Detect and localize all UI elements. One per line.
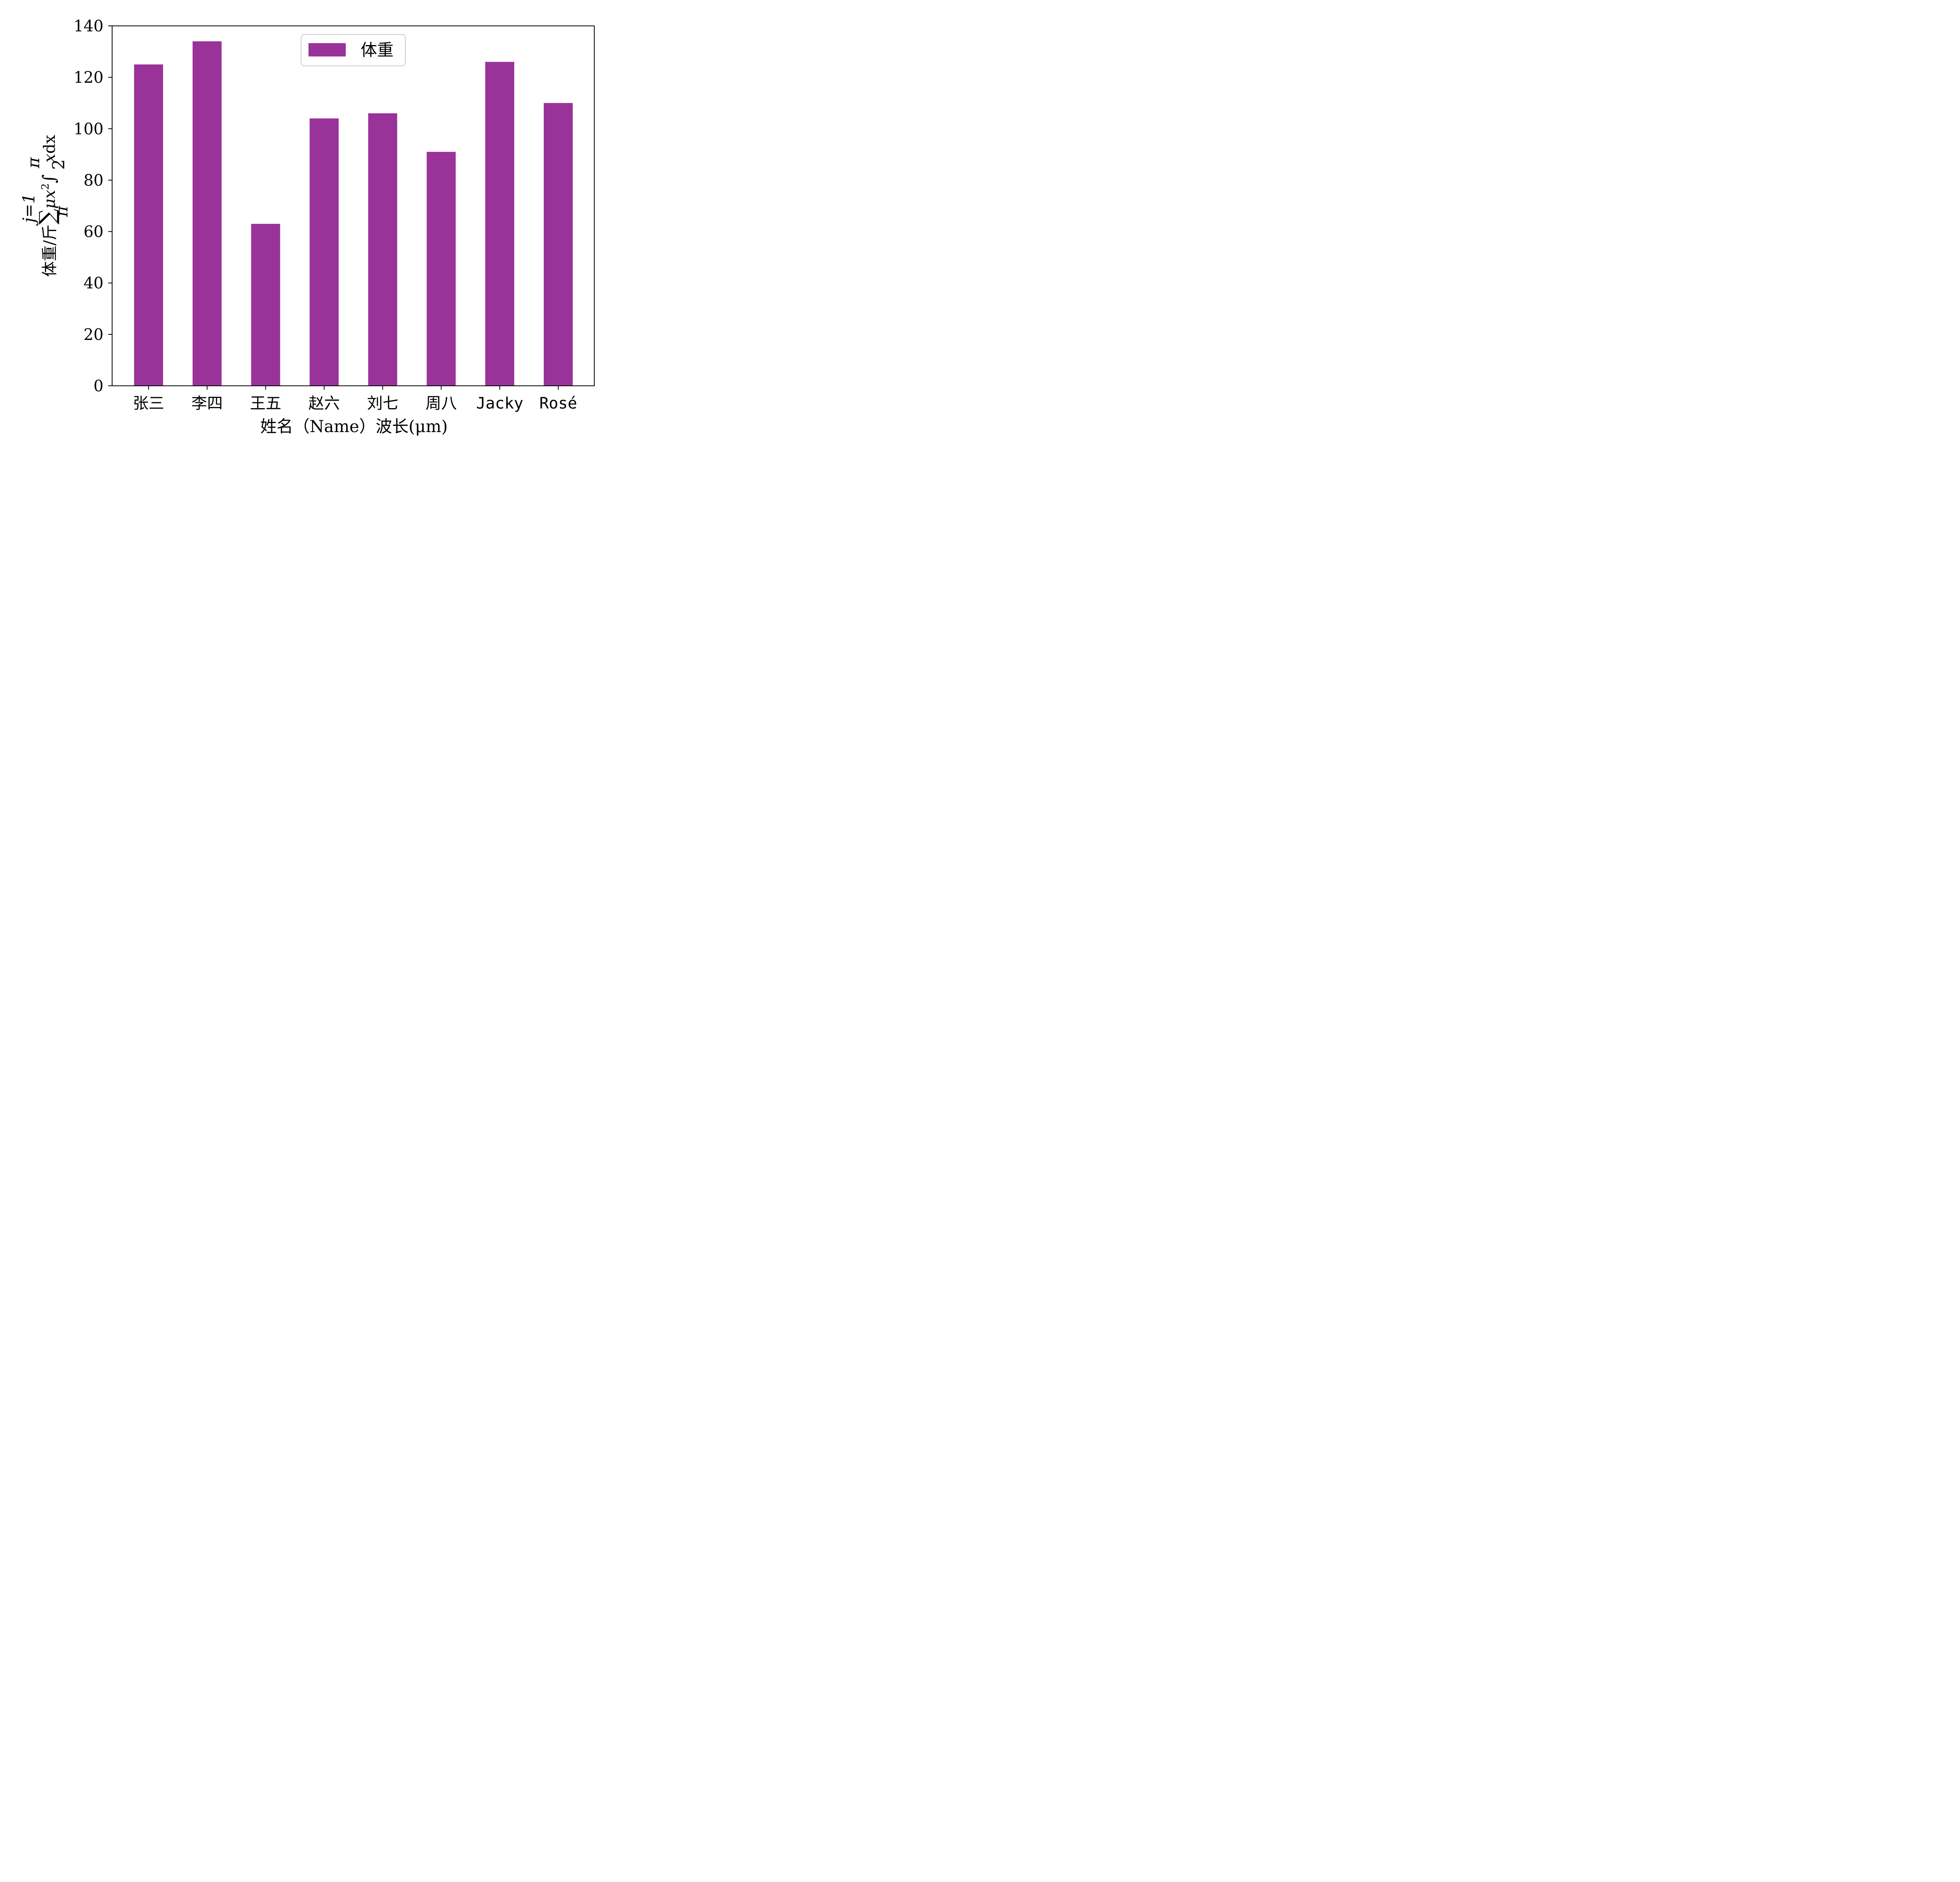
y-tick-label: 100 xyxy=(74,120,103,138)
y-axis-label-integral-symbol: ∫ xyxy=(39,174,59,183)
bar-5 xyxy=(368,113,397,386)
y-axis-label-sum-upper: j=1 xyxy=(19,193,38,226)
x-axis-ticks: 张三 李四 王五 赵六 刘七 周八 Jacky Rosé xyxy=(133,386,577,412)
y-axis-label-square: 2 xyxy=(40,183,51,190)
axes-frame xyxy=(112,25,595,386)
y-tick-label: 80 xyxy=(83,171,103,189)
legend-box xyxy=(301,34,406,66)
y-tick-label: 0 xyxy=(94,377,103,395)
bar-chart: 0 20 40 60 80 100 120 140 张三 李四 王五 赵六 刘七 周八 Jacky Rosé… xyxy=(19,17,595,436)
x-tick-label: Rosé xyxy=(539,394,577,412)
bar-1 xyxy=(134,64,163,386)
y-tick-label: 140 xyxy=(74,17,103,35)
y-axis-label-sum-symbol: ∑ xyxy=(35,209,60,225)
x-tick-label: 周八 xyxy=(426,394,457,412)
y-axis-ticks: 0 20 40 60 80 100 120 140 xyxy=(74,17,112,395)
y-axis-label-integral-upper: π xyxy=(24,157,43,169)
y-axis-label-mu-x: μx xyxy=(41,190,59,209)
x-tick-label: 王五 xyxy=(250,394,281,412)
y-axis-label-x-dx: xdx xyxy=(41,134,59,162)
svg-text:体重/斤∑μx2∫xdx: 体重/斤∑μx2∫ xdx xyxy=(35,134,60,277)
y-tick-label: 120 xyxy=(74,69,103,87)
x-tick-label: 李四 xyxy=(191,394,223,412)
y-axis-label-prefix: 体重/斤 xyxy=(41,225,59,277)
x-tick-label: 张三 xyxy=(133,394,164,412)
x-axis-label: 姓名（Name）波长(μm) xyxy=(260,417,448,436)
bar-6 xyxy=(426,152,456,386)
x-tick-label: Jacky xyxy=(476,394,523,412)
x-tick-label: 刘七 xyxy=(367,394,398,412)
y-axis-label-integral-lower: 2 xyxy=(49,159,68,170)
bar-2 xyxy=(192,41,222,386)
bar-8 xyxy=(544,103,573,386)
y-tick-label: 20 xyxy=(83,326,103,344)
bars-group xyxy=(134,41,573,386)
legend-label: 体重 xyxy=(361,40,394,60)
legend-swatch xyxy=(309,43,346,56)
x-tick-label: 赵六 xyxy=(309,394,340,412)
y-axis-label-sum-lower: π xyxy=(52,205,71,217)
y-tick-label: 40 xyxy=(83,274,103,292)
y-tick-label: 60 xyxy=(83,223,103,241)
bar-7 xyxy=(485,62,514,386)
legend: 体重 xyxy=(301,34,406,66)
bar-4 xyxy=(309,118,339,386)
y-axis-label: 体重/斤∑μx2∫xdx j=1 π π 2 xyxy=(19,134,71,277)
bar-3 xyxy=(251,223,280,386)
